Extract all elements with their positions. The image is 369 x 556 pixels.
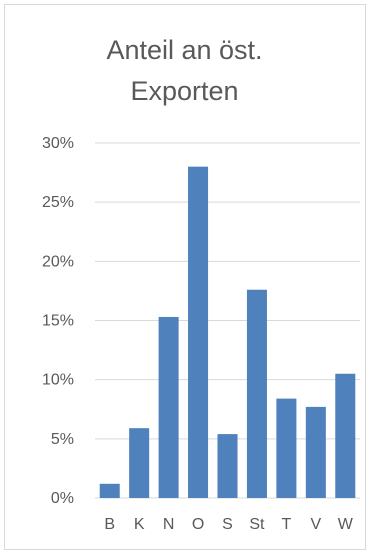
bar-O: [188, 166, 209, 498]
bar-St: [246, 289, 267, 498]
x-tick-label: S: [222, 516, 233, 533]
y-tick-label: 0%: [51, 490, 74, 507]
y-tick-label: 30%: [42, 135, 74, 152]
chart-title-line-2: Exporten: [130, 76, 239, 106]
bar-B: [99, 483, 120, 498]
y-tick-label: 15%: [42, 313, 74, 330]
chart-title-line-1: Anteil an öst.: [106, 35, 263, 65]
y-tick-label: 20%: [42, 253, 74, 270]
x-tick-label: W: [338, 516, 354, 533]
bar-T: [276, 398, 297, 498]
y-tick-label: 5%: [51, 431, 74, 448]
y-tick-label: 25%: [42, 194, 74, 211]
bar-V: [305, 406, 326, 498]
x-tick-label: V: [310, 516, 321, 533]
bar-N: [158, 316, 179, 498]
x-tick-label: St: [249, 516, 265, 533]
x-tick-label: T: [281, 516, 291, 533]
y-tick-label: 10%: [42, 372, 74, 389]
chart-area: [4, 4, 366, 550]
x-tick-label: B: [104, 516, 115, 533]
x-tick-label: K: [134, 516, 145, 533]
bar-S: [217, 434, 238, 498]
x-tick-label: N: [163, 516, 175, 533]
x-tick-label: O: [192, 516, 204, 533]
bar-K: [129, 428, 150, 498]
bar-W: [335, 373, 356, 498]
